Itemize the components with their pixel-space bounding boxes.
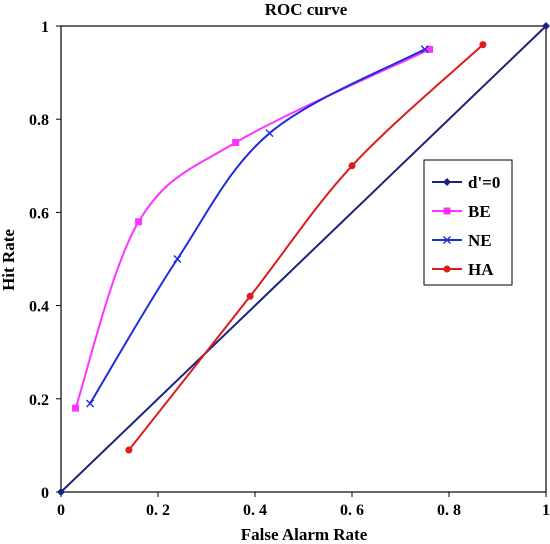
x-tick-label: 0. 6	[340, 502, 364, 519]
x-tick-label: 1	[542, 502, 550, 519]
x-tick-label: 0. 8	[437, 502, 461, 519]
legend: d'=0 BE NE HA	[423, 159, 513, 286]
x-tick-label: 0. 2	[146, 502, 170, 519]
series-line-ne	[89, 48, 426, 404]
legend-marker	[443, 178, 451, 186]
data-point-ne	[265, 129, 274, 138]
plot-area	[60, 25, 547, 493]
y-tick-label: 0.4	[29, 299, 49, 316]
series-ne	[86, 45, 429, 408]
data-point-ha	[348, 162, 356, 170]
series-be	[72, 45, 434, 412]
data-point-ne	[173, 255, 182, 263]
legend-item-ha: HA	[432, 260, 494, 279]
series-layer	[57, 22, 550, 496]
y-axis-label: Hit Rate	[0, 229, 18, 291]
legend-box	[423, 159, 513, 286]
series-ha	[125, 41, 487, 454]
legend-label: HA	[468, 260, 494, 279]
y-tick-label: 1	[41, 19, 49, 36]
data-point-d0	[542, 22, 550, 30]
x-axis-ticks: 0 0. 2 0. 4 0. 6 0. 8 1	[57, 492, 550, 519]
data-point-d0	[57, 488, 65, 496]
legend-label: NE	[468, 231, 492, 250]
legend-marker	[443, 265, 451, 273]
data-point-ha	[479, 41, 487, 49]
series-line-ha	[128, 43, 484, 451]
data-point-be	[232, 139, 240, 146]
data-point-ha	[246, 292, 254, 300]
x-tick-label: 0	[57, 502, 65, 519]
y-tick-label: 0	[41, 485, 49, 502]
legend-marker	[443, 207, 451, 215]
x-tick-label: 0. 4	[243, 502, 267, 519]
legend-item-be: BE	[432, 202, 491, 221]
data-point-ha	[125, 446, 133, 454]
series-d0	[57, 22, 550, 496]
y-axis-ticks: 0 0.2 0.4 0.6 0.8 1	[29, 19, 61, 502]
legend-marker	[443, 236, 451, 244]
y-tick-label: 0.6	[29, 205, 49, 222]
legend-label: d'=0	[468, 173, 500, 192]
y-tick-label: 0.2	[29, 392, 49, 409]
data-point-ne	[420, 45, 429, 54]
data-point-be	[135, 218, 143, 226]
series-line-d0	[60, 25, 547, 493]
data-point-be	[72, 404, 80, 412]
legend-item-d0: d'=0	[432, 173, 500, 192]
legend-label: BE	[468, 202, 491, 221]
chart-title: ROC curve	[265, 0, 348, 19]
legend-item-ne: NE	[432, 231, 492, 250]
y-tick-label: 0.8	[29, 112, 49, 129]
plot-frame	[60, 25, 547, 493]
data-point-ne	[86, 399, 95, 408]
x-axis-label: False Alarm Rate	[241, 525, 368, 544]
series-line-be	[74, 48, 431, 409]
data-point-be	[426, 45, 434, 53]
